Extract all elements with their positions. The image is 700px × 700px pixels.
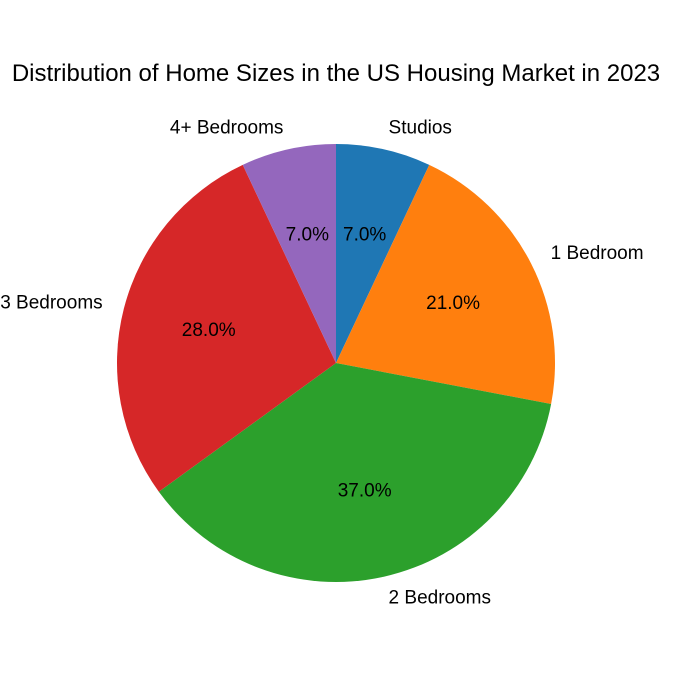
slice-label-2-bedrooms: 2 Bedrooms: [389, 588, 491, 609]
slice-label-4-bedrooms: 4+ Bedrooms: [170, 117, 284, 138]
pct-label-1-bedroom: 21.0%: [426, 293, 480, 314]
pie-slice-4-bedrooms: [242, 144, 336, 363]
pct-label-3-bedrooms: 28.0%: [182, 320, 236, 341]
pie-slice-3-bedrooms: [117, 164, 337, 492]
slice-label-3-bedrooms: 3 Bedrooms: [0, 293, 102, 314]
pie-slice-1-bedroom: [336, 164, 555, 405]
pct-label-4-bedrooms: 7.0%: [286, 224, 329, 245]
pct-label-studios: 7.0%: [343, 224, 386, 245]
pie-slice-studios: [336, 144, 430, 363]
slice-label-studios: Studios: [389, 117, 452, 138]
chart-title: Distribution of Home Sizes in the US Hou…: [12, 60, 660, 87]
slice-label-1-bedroom: 1 Bedroom: [551, 243, 644, 264]
pie-slice-2-bedrooms: [158, 363, 552, 582]
pct-label-2-bedrooms: 37.0%: [338, 481, 392, 502]
pie-slices: [117, 144, 555, 582]
pie-labels: Studios 7.0% 1 Bedroom 21.0% 2 Bedrooms 37.0%…: [0, 117, 643, 608]
